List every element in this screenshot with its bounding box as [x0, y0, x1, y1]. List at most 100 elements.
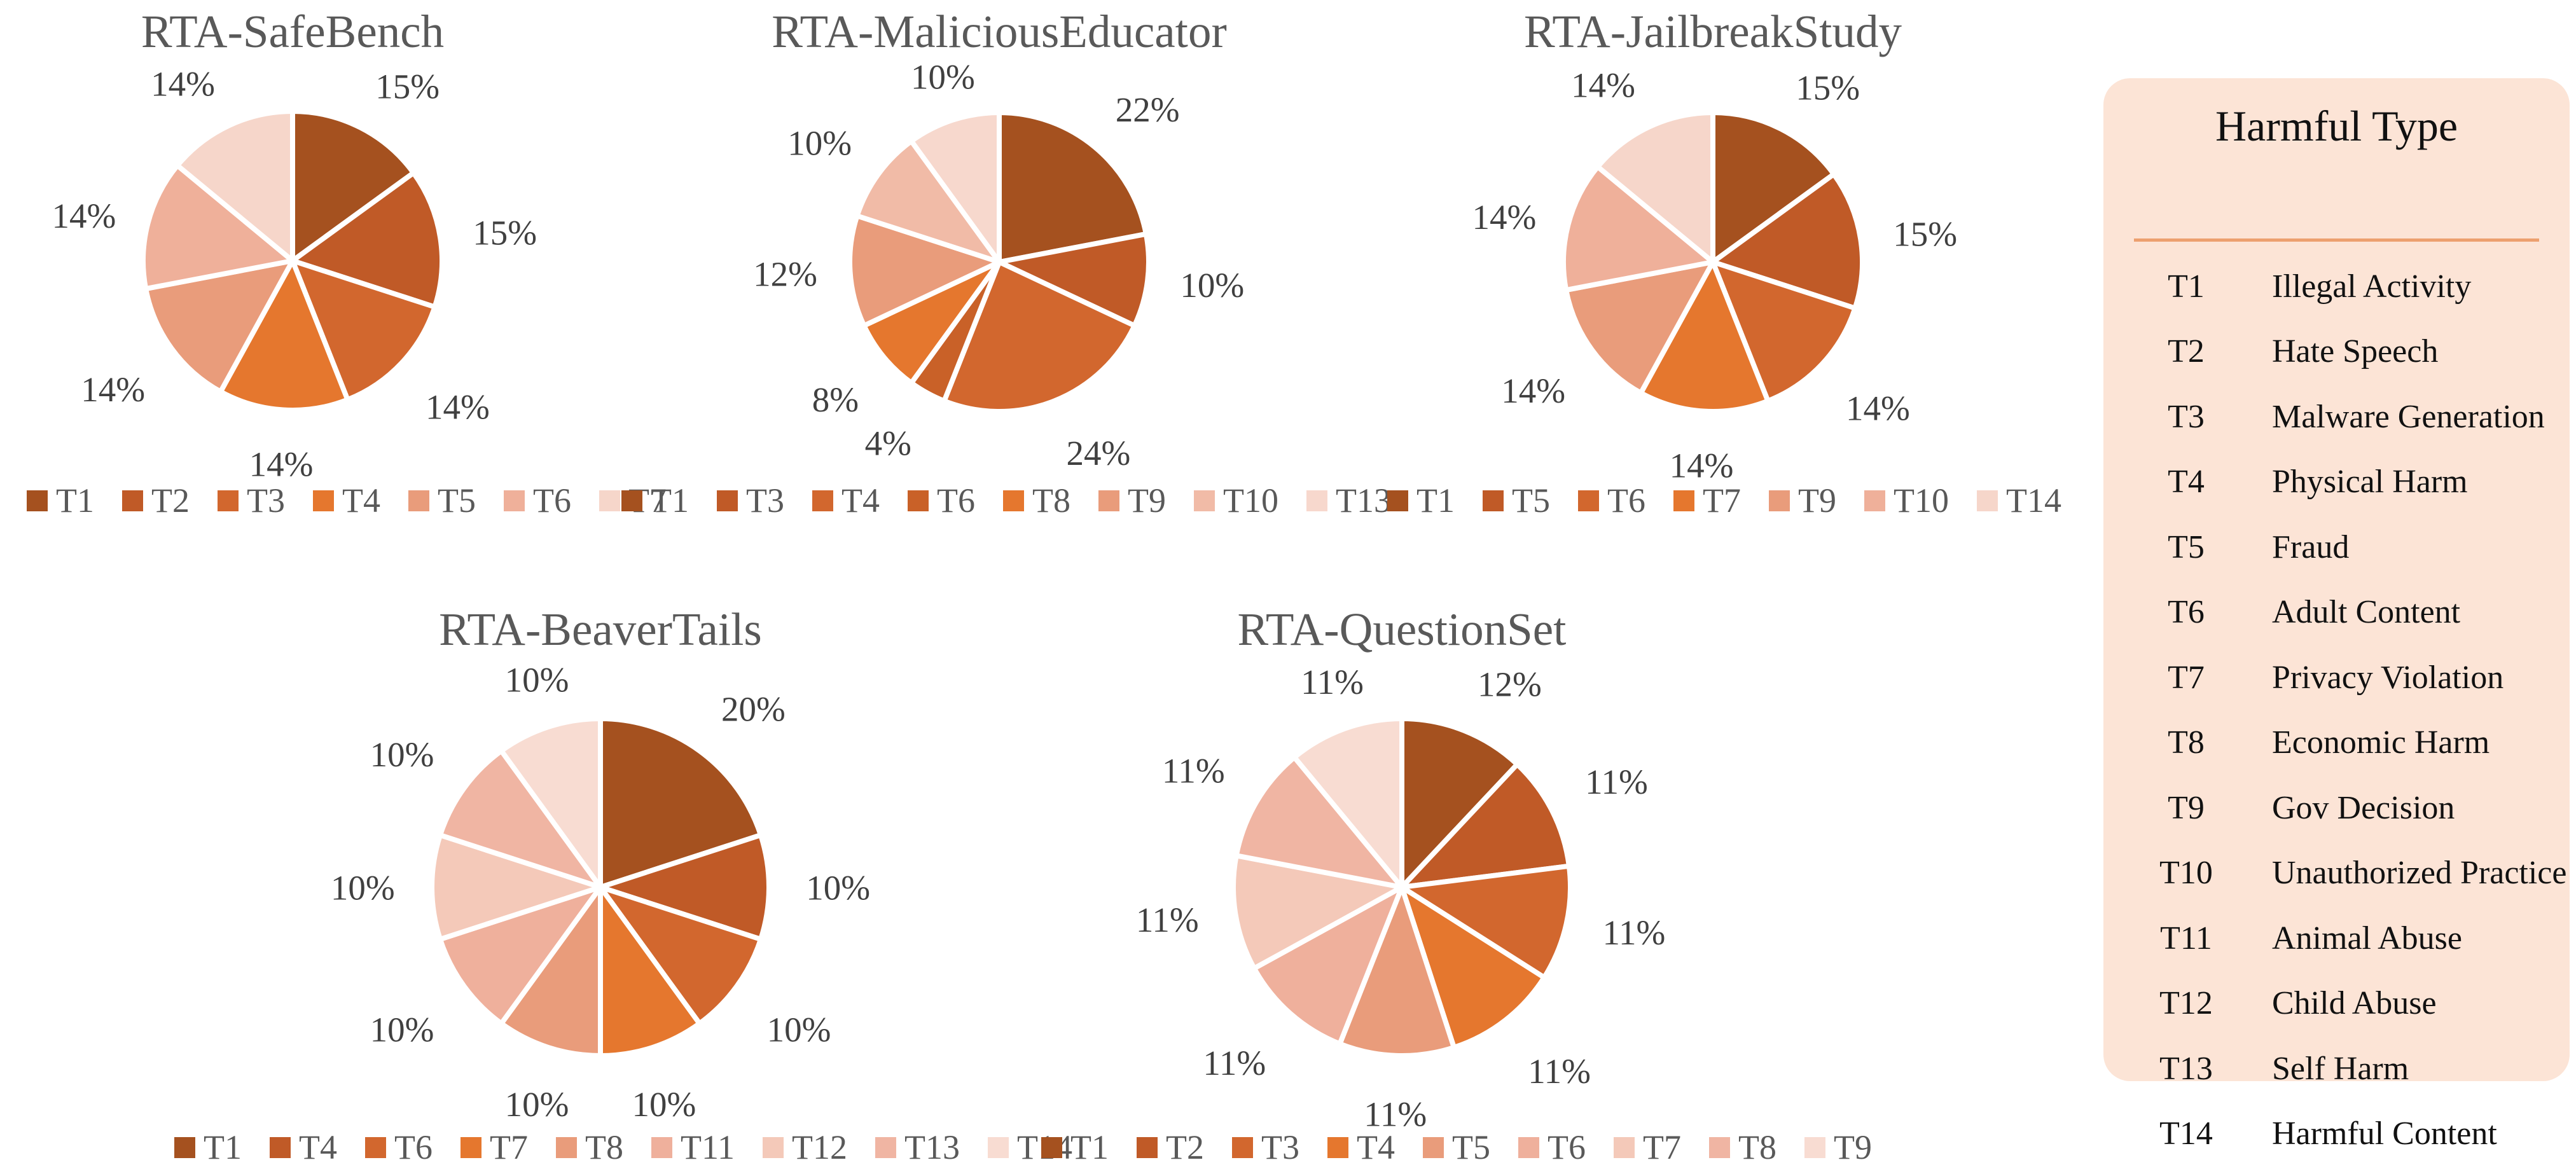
- legend-item-t2: T2: [122, 481, 190, 520]
- pie-slice-t6: [598, 885, 764, 1026]
- pie-slice-t9: [847, 213, 1002, 329]
- pie-slice-t9: [1563, 259, 1715, 396]
- pie-slice-t1: [997, 110, 1149, 265]
- pie-slice-t11: [437, 885, 603, 1026]
- legend-label: T6: [937, 481, 975, 520]
- legend-swatch: [1864, 490, 1885, 511]
- legend-label: T3: [1261, 1128, 1299, 1166]
- legend-swatch: [1614, 1136, 1635, 1158]
- pie-percent-label: 10%: [632, 1085, 696, 1124]
- legend-item-t10: T10: [1864, 481, 1949, 520]
- legend-label: T4: [342, 481, 380, 520]
- pie-slice-t7: [598, 885, 702, 1058]
- legend-label: T8: [1738, 1128, 1776, 1166]
- legend-item-t1: T1: [174, 1128, 242, 1167]
- legend-swatch: [908, 490, 929, 511]
- pie-percent-label: 14%: [52, 197, 116, 235]
- harmful-type-name: Illegal Activity: [2272, 268, 2472, 305]
- panel-row-t12: T12 Child Abuse: [2142, 971, 2549, 1037]
- chart-title-rta-maliciouseducator: RTA-MaliciousEducator: [772, 6, 1227, 57]
- legend-rta-maliciouseducator: T1 T3 T4 T6 T8 T9 T10 T13: [621, 481, 1391, 520]
- pie-percent-label: 11%: [1301, 663, 1364, 701]
- harmful-type-code: T14: [2159, 1115, 2213, 1152]
- legend-item-t4: T4: [1327, 1128, 1395, 1167]
- legend-rta-beavertails: T1 T4 T6 T7 T8 T11 T12 T13 T14: [174, 1128, 1072, 1167]
- legend-item-t5: T5: [1483, 481, 1550, 520]
- panel-row-t14: T14 Harmful Content: [2142, 1101, 2549, 1167]
- legend-item-t7: T7: [460, 1128, 528, 1167]
- harmful-type-name: Gov Decision: [2272, 789, 2455, 826]
- legend-label: T6: [1548, 1128, 1586, 1166]
- legend-label: T2: [151, 481, 190, 520]
- panel-row-t5: T5 Fraud: [2142, 514, 2549, 580]
- legend-item-t6: T6: [365, 1128, 433, 1167]
- pie-slice-t6: [141, 163, 295, 292]
- harmful-type-code: T3: [2168, 398, 2205, 435]
- harmful-type-name: Adult Content: [2272, 594, 2461, 631]
- legend-item-t13: T13: [875, 1128, 960, 1167]
- legend-swatch: [1306, 490, 1327, 511]
- legend-swatch: [1709, 1136, 1730, 1158]
- legend-swatch: [27, 490, 48, 511]
- legend-label: T1: [56, 481, 94, 520]
- pie-percent-label: 11%: [1364, 1094, 1427, 1133]
- harmful-type-code: T2: [2168, 333, 2205, 370]
- harmful-type-name: Physical Harm: [2272, 464, 2468, 501]
- harmful-type-name: Fraud: [2272, 528, 2350, 565]
- harmful-type-code: T13: [2159, 1050, 2213, 1087]
- pie-slice-t8: [499, 885, 603, 1058]
- legend-label: T9: [1128, 481, 1166, 520]
- pie-slice-t7: [174, 109, 295, 263]
- legend-item-t8: T8: [1709, 1128, 1776, 1167]
- legend-swatch: [1232, 1136, 1253, 1158]
- pie-percent-label: 14%: [249, 445, 314, 483]
- legend-rta-jailbreakstudy: T1 T5 T6 T7 T9 T10 T14: [1387, 481, 2061, 520]
- pie-slice-t4: [598, 832, 772, 942]
- panel-row-t11: T11 Animal Abuse: [2142, 906, 2549, 971]
- legend-swatch: [1977, 490, 1998, 511]
- legend-label: T4: [1357, 1128, 1395, 1166]
- harmful-type-name: Animal Abuse: [2272, 920, 2462, 956]
- pie-slice-t10: [854, 138, 1002, 265]
- panel-row-t8: T8 Economic Harm: [2142, 710, 2549, 776]
- harmful-type-code: T4: [2168, 464, 2205, 501]
- legend-item-t5: T5: [408, 481, 476, 520]
- pie-slice-t3: [1399, 863, 1573, 980]
- legend-item-t1: T1: [27, 481, 94, 520]
- legend-label: T11: [681, 1128, 735, 1166]
- legend-swatch: [651, 1136, 673, 1158]
- legend-swatch: [1423, 1136, 1444, 1158]
- panel-row-t2: T2 Hate Speech: [2142, 319, 2549, 385]
- pie-percent-label: 10%: [911, 57, 975, 96]
- pie-slice-t5: [143, 258, 295, 394]
- pie-slice-t1: [290, 109, 417, 263]
- pie-slice-t14: [1595, 110, 1715, 265]
- pie-percent-label: 15%: [1796, 69, 1860, 107]
- legend-swatch: [1578, 490, 1599, 511]
- legend-item-t1: T1: [1041, 1128, 1109, 1167]
- panel-title: Harmful Type: [2215, 102, 2458, 150]
- panel-row-t13: T13 Self Harm: [2142, 1036, 2549, 1101]
- legend-label: T9: [1798, 481, 1836, 520]
- legend-swatch: [504, 490, 525, 511]
- harmful-type-name: Malware Generation: [2272, 398, 2545, 435]
- legend-swatch: [875, 1136, 896, 1158]
- legend-item-t12: T12: [762, 1128, 847, 1167]
- legend-item-t14: T14: [1977, 481, 2061, 520]
- pie-percent-label: 4%: [865, 424, 911, 462]
- legend-swatch: [270, 1136, 291, 1158]
- legend-swatch: [1673, 490, 1694, 511]
- legend-swatch: [1003, 490, 1024, 511]
- legend-label: T8: [1032, 481, 1070, 520]
- chart-title-rta-questionset: RTA-QuestionSet: [1237, 604, 1567, 655]
- legend-swatch: [174, 1136, 196, 1158]
- legend-swatch: [599, 490, 620, 511]
- legend-item-t6: T6: [908, 481, 975, 520]
- pie-percent-label: 11%: [1162, 751, 1225, 790]
- legend-label: T13: [1336, 481, 1391, 520]
- pie-percent-label: 11%: [1528, 1052, 1591, 1091]
- harmful-type-code: T11: [2160, 920, 2212, 956]
- pie-percent-label: 14%: [1670, 446, 1734, 485]
- pie-percent-label: 10%: [505, 661, 569, 700]
- legend-swatch: [122, 490, 143, 511]
